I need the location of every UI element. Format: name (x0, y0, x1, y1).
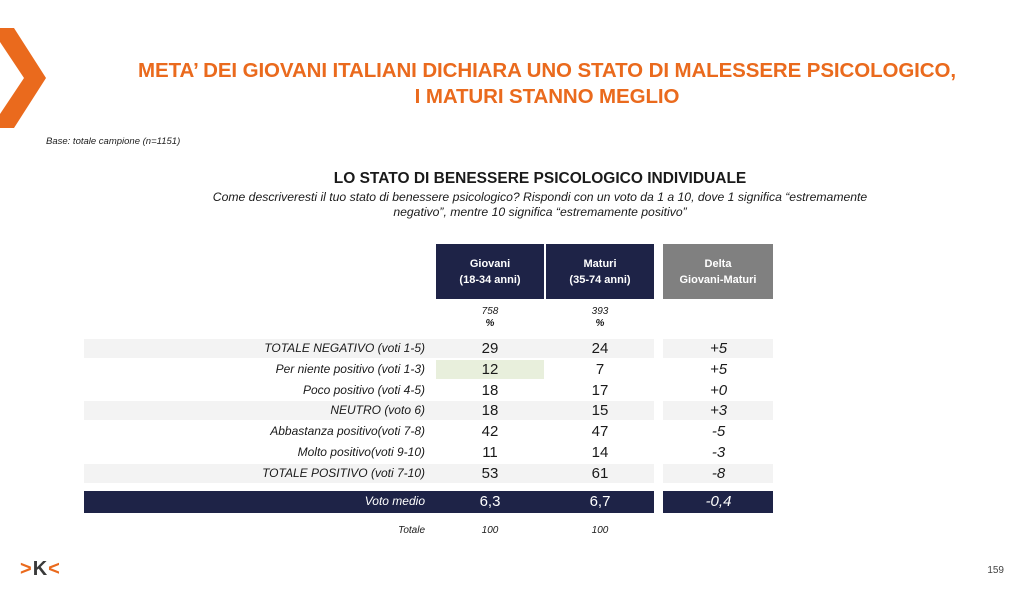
question-line-1: Come descriveresti il tuo stato di benes… (212, 190, 868, 204)
row-label: Abbastanza positivo(voti 7-8) (270, 424, 425, 438)
value-giovani: 53 (481, 465, 499, 482)
value-maturi: 14 (591, 444, 609, 461)
totale-maturi: 100 (591, 525, 609, 536)
page-number: 159 (987, 565, 1004, 576)
voto-medio-giovani: 6,3 (479, 493, 501, 510)
value-maturi: 17 (591, 382, 609, 399)
header-delta-line1: Delta (704, 257, 732, 270)
row-label: Per niente positivo (voti 1-3) (275, 362, 425, 376)
value-delta: +0 (709, 382, 728, 399)
row-label: TOTALE POSITIVO (voti 7-10) (262, 466, 425, 480)
row-label: Molto positivo(voti 9-10) (297, 445, 425, 459)
page-title: META’ DEI GIOVANI ITALIANI DICHIARA UNO … (70, 58, 1024, 110)
value-maturi: 15 (591, 402, 609, 419)
table-row: Molto positivo(voti 9-10) 11 14 -3 (0, 443, 1024, 462)
header-delta-line2: Giovani-Maturi (679, 273, 757, 286)
value-maturi: 7 (595, 361, 605, 378)
header-maturi-line1: Maturi (583, 257, 617, 270)
survey-question: Come descriveresti il tuo stato di benes… (160, 190, 920, 220)
title-line-2: I MATURI STANNO MEGLIO (414, 85, 680, 108)
voto-medio-bar (84, 491, 654, 513)
value-giovani: 18 (481, 402, 499, 419)
value-delta: -8 (711, 465, 726, 482)
sample-size-maturi: 393 (591, 306, 609, 317)
value-giovani: 18 (481, 382, 499, 399)
value-giovani: 42 (481, 423, 499, 440)
row-label: TOTALE NEGATIVO (voti 1-5) (264, 341, 425, 355)
company-logo: >K< (20, 558, 61, 581)
value-maturi: 61 (591, 465, 609, 482)
unit-giovani: % (485, 318, 495, 329)
section-subtitle: LO STATO DI BENESSERE PSICOLOGICO INDIVI… (333, 170, 747, 187)
voto-medio-maturi: 6,7 (589, 493, 611, 510)
voto-medio-delta-bar (663, 491, 773, 513)
row-label: Poco positivo (voti 4-5) (302, 383, 425, 397)
logo-left-chevron: > (20, 558, 33, 580)
table-row: Per niente positivo (voti 1-3) 12 7 +5 (0, 360, 1024, 379)
value-delta: +5 (709, 361, 728, 378)
header-giovani-line1: Giovani (469, 257, 511, 270)
value-giovani: 29 (481, 340, 499, 357)
table-row: Poco positivo (voti 4-5) 18 17 +0 (0, 381, 1024, 400)
table-row: TOTALE NEGATIVO (voti 1-5) 29 24 +5 (0, 339, 1024, 358)
base-note: Base: totale campione (n=1151) (46, 136, 181, 147)
chevron-arrow-icon (0, 28, 46, 128)
table-row: Abbastanza positivo(voti 7-8) 42 47 -5 (0, 422, 1024, 441)
logo-letter: K (32, 558, 49, 580)
header-giovani-line2: (18-34 anni) (459, 273, 521, 286)
title-line-1: META’ DEI GIOVANI ITALIANI DICHIARA UNO … (138, 59, 956, 82)
totale-label: Totale (398, 525, 425, 536)
value-delta: -3 (711, 444, 726, 461)
value-giovani: 11 (482, 444, 498, 461)
totale-giovani: 100 (481, 525, 499, 536)
header-maturi-line2: (35-74 anni) (569, 273, 631, 286)
sample-size-giovani: 758 (481, 306, 499, 317)
header-maturi: Maturi (35-74 anni) (546, 244, 654, 299)
table-row: NEUTRO (voto 6) 18 15 +3 (0, 401, 1024, 420)
value-delta: +5 (709, 340, 728, 357)
value-maturi: 47 (591, 423, 609, 440)
header-delta: Delta Giovani-Maturi (663, 244, 773, 299)
question-line-2: negativo”, mentre 10 significa “estremam… (393, 205, 687, 219)
value-maturi: 24 (591, 340, 609, 357)
unit-maturi: % (595, 318, 605, 329)
value-delta: -5 (711, 423, 726, 440)
row-label: NEUTRO (voto 6) (330, 403, 425, 417)
value-delta: +3 (709, 402, 728, 419)
logo-right-chevron: < (48, 558, 61, 580)
voto-medio-label: Voto medio (364, 494, 425, 508)
header-giovani: Giovani (18-34 anni) (436, 244, 544, 299)
voto-medio-delta: -0,4 (705, 493, 732, 510)
value-giovani: 12 (481, 361, 499, 378)
table-row: TOTALE POSITIVO (voti 7-10) 53 61 -8 (0, 464, 1024, 483)
